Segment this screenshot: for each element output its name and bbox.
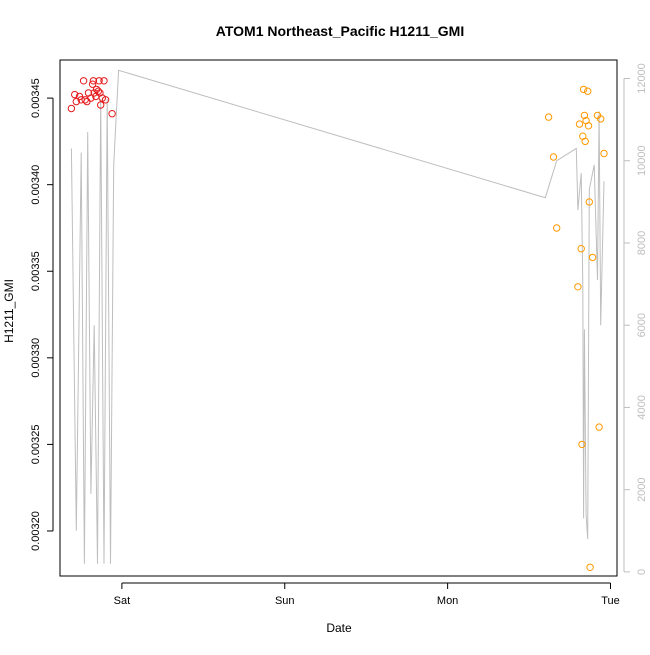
y-axis-label: H1211_GMI [2,279,16,343]
plot-frame [59,59,618,577]
data-point [578,440,586,449]
y-tick-label: 0.00330 [30,338,42,378]
data-point [89,77,98,85]
data-point [79,77,88,85]
x-tick-label: Sat [114,595,131,607]
points-group [67,77,608,571]
data-point [574,283,582,291]
altitude-line [70,69,605,564]
right-tick-label: 2000 [636,477,648,501]
y-tick-label: 0.00345 [30,78,42,118]
data-point [72,97,81,106]
data-point [584,122,593,130]
right-tick-label: 0 [636,569,648,575]
altitude-line-group [70,69,605,564]
data-point [100,77,108,85]
data-point [597,115,605,123]
right-tick-label: 6000 [636,313,648,337]
x-axis-label: Date [326,621,352,635]
data-point [575,120,584,128]
data-point [75,92,84,101]
data-point [544,113,553,121]
right-tick-label: 8000 [636,231,648,255]
x-axis: Sat Sun Mon Tue [114,582,620,607]
data-point [101,96,110,104]
data-point [581,137,589,146]
right-tick-label: 4000 [636,395,648,419]
data-point [94,87,103,95]
data-point [549,153,558,161]
x-tick-label: Mon [437,595,458,607]
data-point [579,85,588,94]
data-point [71,90,79,99]
data-point [586,563,594,571]
y-tick-label: 0.00325 [30,425,42,465]
data-point [67,104,76,113]
chart-title: ATOM1 Northeast_Pacific H1211_GMI [216,23,464,39]
y-tick-label: 0.00340 [30,165,42,205]
data-point [87,94,95,102]
data-point [580,111,589,120]
x-tick-label: Tue [601,595,620,607]
data-point [553,224,561,232]
right-tick-label: 12000 [636,63,648,94]
right-axis: 0 2000 4000 6000 8000 10000 12000 [623,63,648,575]
data-point [600,149,608,158]
data-point [577,245,585,253]
y-tick-label: 0.00320 [30,511,42,551]
right-tick-label: 10000 [636,145,648,176]
data-point [588,253,597,262]
x-tick-label: Sun [275,595,295,607]
data-point [108,110,116,118]
data-point [584,87,592,95]
data-point [595,423,603,431]
y-axis: 0.00320 0.00325 0.00330 0.00335 0.00340 0.003… [30,78,54,551]
data-point [95,77,103,85]
y-tick-label: 0.00335 [30,251,42,291]
data-point [97,101,105,109]
data-point [83,97,91,106]
data-point [88,80,97,88]
data-point [585,198,593,206]
